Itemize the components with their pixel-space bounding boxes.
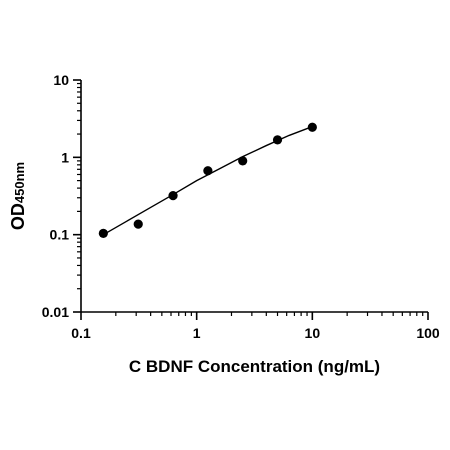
y-ticks: 0.01 0.1 1 10 (42, 72, 81, 320)
data-point (168, 191, 178, 201)
y-tick-label: 1 (61, 149, 69, 165)
y-axis-title-main: OD (8, 203, 28, 230)
y-axis-title-subscript: 450nm (12, 162, 27, 203)
y-tick-label: 0.01 (42, 304, 69, 320)
data-point (272, 135, 283, 145)
x-axis-title: C BDNF Concentration (ng/mL) (129, 357, 380, 376)
y-axis-title: OD450nm (8, 162, 28, 230)
y-tick-label: 10 (53, 72, 69, 88)
axes (80, 80, 428, 313)
x-ticks: 0.1 1 10 100 (71, 312, 440, 341)
data-point (307, 122, 317, 132)
y-tick-label: 0.1 (50, 227, 70, 243)
data-point (133, 219, 143, 229)
x-tick-label: 100 (416, 325, 440, 341)
x-tick-label: 0.1 (71, 325, 91, 341)
x-tick-label: 1 (193, 325, 201, 341)
data-point (98, 228, 108, 238)
data-point (238, 156, 248, 166)
data-points (98, 122, 317, 238)
x-tick-label: 10 (305, 325, 321, 341)
data-point (203, 166, 213, 176)
